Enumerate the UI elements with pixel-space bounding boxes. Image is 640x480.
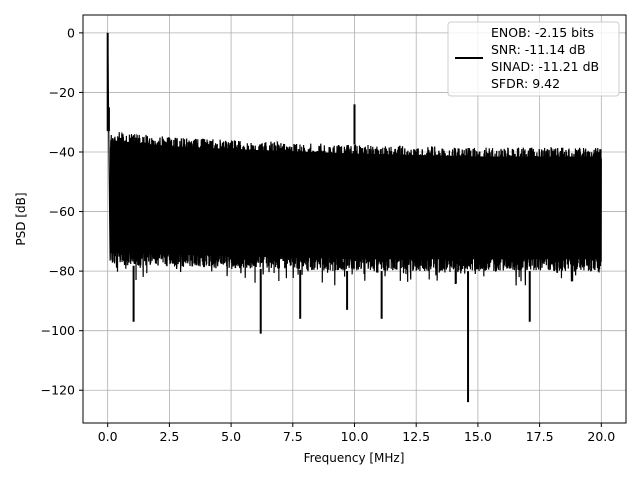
legend-line-sinad: SINAD: -11.21 dB: [491, 59, 599, 74]
legend: ENOB: -2.15 bits SNR: -11.14 dB SINAD: -…: [447, 21, 620, 97]
y-tick-label: −80: [49, 264, 75, 279]
x-tick-label: 12.5: [402, 429, 430, 444]
y-tick-label: −60: [49, 204, 75, 219]
x-tick-label: 7.5: [283, 429, 303, 444]
x-tick-label: 5.0: [221, 429, 241, 444]
x-tick-label: 2.5: [159, 429, 179, 444]
y-tick-label: −100: [41, 323, 75, 338]
x-axis: 0.0 2.5 5.0 7.5 10.0 12.5 15.0 17.5 20.0: [98, 423, 615, 444]
legend-line-snr: SNR: -11.14 dB: [491, 42, 586, 57]
y-tick-label: −20: [49, 85, 75, 100]
series-psd: [106, 32, 602, 403]
legend-line-sfdr: SFDR: 9.42: [491, 76, 560, 91]
y-tick-label: −40: [49, 144, 75, 159]
x-tick-label: 17.5: [526, 429, 554, 444]
legend-line-enob: ENOB: -2.15 bits: [491, 25, 594, 40]
y-tick-label: 0: [67, 25, 75, 40]
x-tick-label: 0.0: [98, 429, 118, 444]
y-tick-label: −120: [41, 383, 75, 398]
x-tick-label: 20.0: [587, 429, 615, 444]
y-axis: 0 −20 −40 −60 −80 −100 −120: [41, 25, 83, 398]
y-axis-label: PSD [dB]: [14, 192, 28, 245]
x-tick-label: 10.0: [341, 429, 369, 444]
psd-trace-body: [110, 140, 602, 260]
x-axis-label: Frequency [MHz]: [304, 451, 405, 465]
x-tick-label: 15.0: [464, 429, 492, 444]
legend-box: [447, 21, 620, 97]
